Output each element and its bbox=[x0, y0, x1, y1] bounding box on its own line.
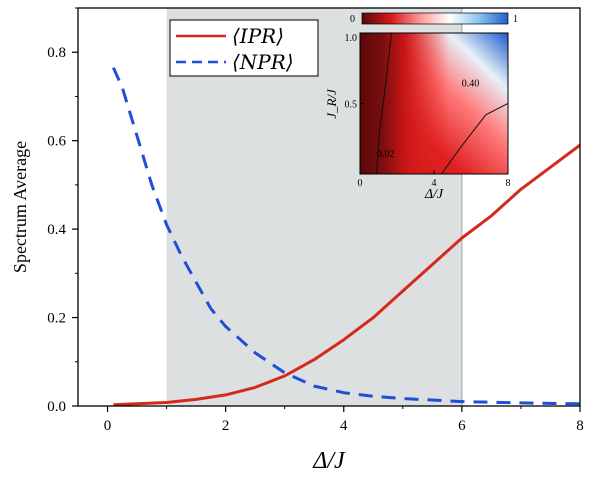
x-tick-label: 8 bbox=[576, 418, 584, 434]
inset-y-tick-label: 0.5 bbox=[345, 100, 358, 111]
legend-box bbox=[169, 19, 319, 77]
inset-contour-label: 0.40 bbox=[462, 79, 480, 90]
inset-contour-line bbox=[440, 103, 508, 174]
x-tick-label: 6 bbox=[458, 418, 466, 434]
x-tick-label: 4 bbox=[340, 418, 348, 434]
legend: ⟨IPR⟩ ⟨NPR⟩ bbox=[169, 19, 319, 77]
x-axis-label: Δ/J bbox=[312, 448, 346, 474]
y-tick-label: 0.4 bbox=[47, 222, 66, 238]
x-tick-label: 0 bbox=[104, 418, 112, 434]
series-line-npr bbox=[112, 67, 580, 406]
y-axis-label: Spectrum Average bbox=[10, 141, 30, 273]
inset-colorbar-max: 1 bbox=[513, 14, 518, 25]
x-tick-label: 2 bbox=[222, 418, 230, 434]
inset: 0 1 0.02 0.40 0 4 8 0.5 1.0 Δ/J J_R/J bbox=[324, 12, 518, 202]
y-tick-label: 0.6 bbox=[47, 134, 66, 150]
inset-colorbar bbox=[361, 12, 509, 25]
inset-colorbar-min: 0 bbox=[350, 14, 355, 25]
inset-y-tick-label: 1.0 bbox=[345, 33, 358, 44]
plot-frame bbox=[77, 7, 581, 407]
y-tick-label: 0.0 bbox=[47, 399, 66, 415]
inset-contour-label: 0.02 bbox=[377, 149, 395, 160]
inset-contour-line bbox=[376, 33, 392, 174]
inset-x-label: Δ/J bbox=[424, 187, 444, 202]
y-tick-label: 0.2 bbox=[47, 311, 66, 327]
series-line-ipr bbox=[113, 143, 580, 406]
legend-label-npr: ⟨NPR⟩ bbox=[232, 50, 294, 74]
inset-x-tick-label: 0 bbox=[358, 178, 363, 189]
y-tick-label: 0.8 bbox=[47, 45, 66, 61]
inset-x-tick-label: 4 bbox=[432, 178, 437, 189]
inset-heatmap-overlay bbox=[360, 33, 508, 174]
inset-x-tick-label: 8 bbox=[506, 178, 511, 189]
inset-y-label: J_R/J bbox=[324, 88, 339, 119]
legend-label-ipr: ⟨IPR⟩ bbox=[232, 24, 284, 48]
